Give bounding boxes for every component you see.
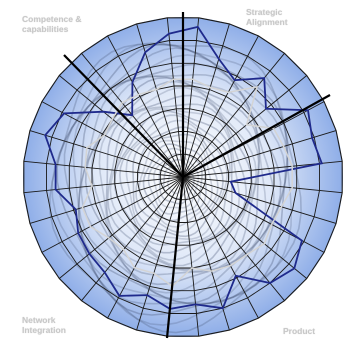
grid-spoke (29, 130, 184, 178)
fingerprint-ridge (138, 139, 213, 228)
grid-spoke (182, 176, 285, 301)
grid-spoke (107, 176, 184, 319)
fingerprint-ridge (109, 108, 241, 261)
fingerprint-ridge (72, 54, 287, 306)
fingerprint-watermark (49, 42, 302, 334)
fingerprint-ridge (106, 103, 248, 267)
fingerprint-ridge (147, 147, 203, 215)
grid-spoke (182, 35, 259, 178)
grid-spoke (29, 176, 184, 224)
grid-spoke (81, 176, 184, 301)
fingerprint-ridge (78, 73, 275, 301)
grid-spoke (182, 176, 307, 279)
grid-spoke (182, 53, 285, 178)
category-divider (165, 176, 185, 339)
grid-spoke (182, 75, 307, 178)
grid-spoke (166, 17, 184, 178)
grid-spoke (182, 176, 337, 224)
fingerprint-ridge (98, 86, 258, 273)
grid-spoke (182, 17, 200, 178)
grid-spoke (182, 176, 343, 194)
fingerprint-ridge (125, 119, 228, 240)
fingerprint-ridge (80, 75, 267, 294)
fingerprint-ridge (63, 47, 289, 305)
category-divider (63, 54, 184, 178)
grid-spoke (107, 35, 184, 178)
grid-spoke (182, 130, 337, 178)
grid-spoke (182, 176, 200, 337)
category-divider (182, 94, 331, 178)
fingerprint-ridge (77, 63, 282, 304)
category-dividers (63, 12, 331, 339)
fingerprint-ridge (152, 152, 200, 209)
category-label-network-integration: Network Integration (22, 315, 66, 335)
grid-spoke (23, 160, 184, 178)
grid-spoke (59, 75, 184, 178)
fingerprint-ridge (119, 114, 231, 246)
fingerprint-ridge (56, 43, 289, 316)
grid-spoke (136, 23, 184, 178)
grid-spoke (23, 176, 184, 194)
grid-spoke (59, 176, 184, 279)
grid-spoke (136, 176, 184, 331)
chart-grid (23, 17, 343, 337)
category-label-product: Product (283, 326, 316, 336)
grid-spoke (182, 23, 230, 178)
grid-spoke (182, 176, 259, 319)
grid-spoke (41, 176, 184, 253)
fingerprint-ridge (105, 94, 253, 271)
grid-spoke (182, 176, 230, 331)
category-label-strategic-alignment: Strategic Alignment (246, 7, 288, 27)
fingerprint-ridge (51, 42, 293, 326)
fingerprint-ridge (91, 80, 260, 276)
fingerprint-ridge (135, 133, 219, 234)
category-label-competence: Competence & capabilities (22, 14, 82, 34)
